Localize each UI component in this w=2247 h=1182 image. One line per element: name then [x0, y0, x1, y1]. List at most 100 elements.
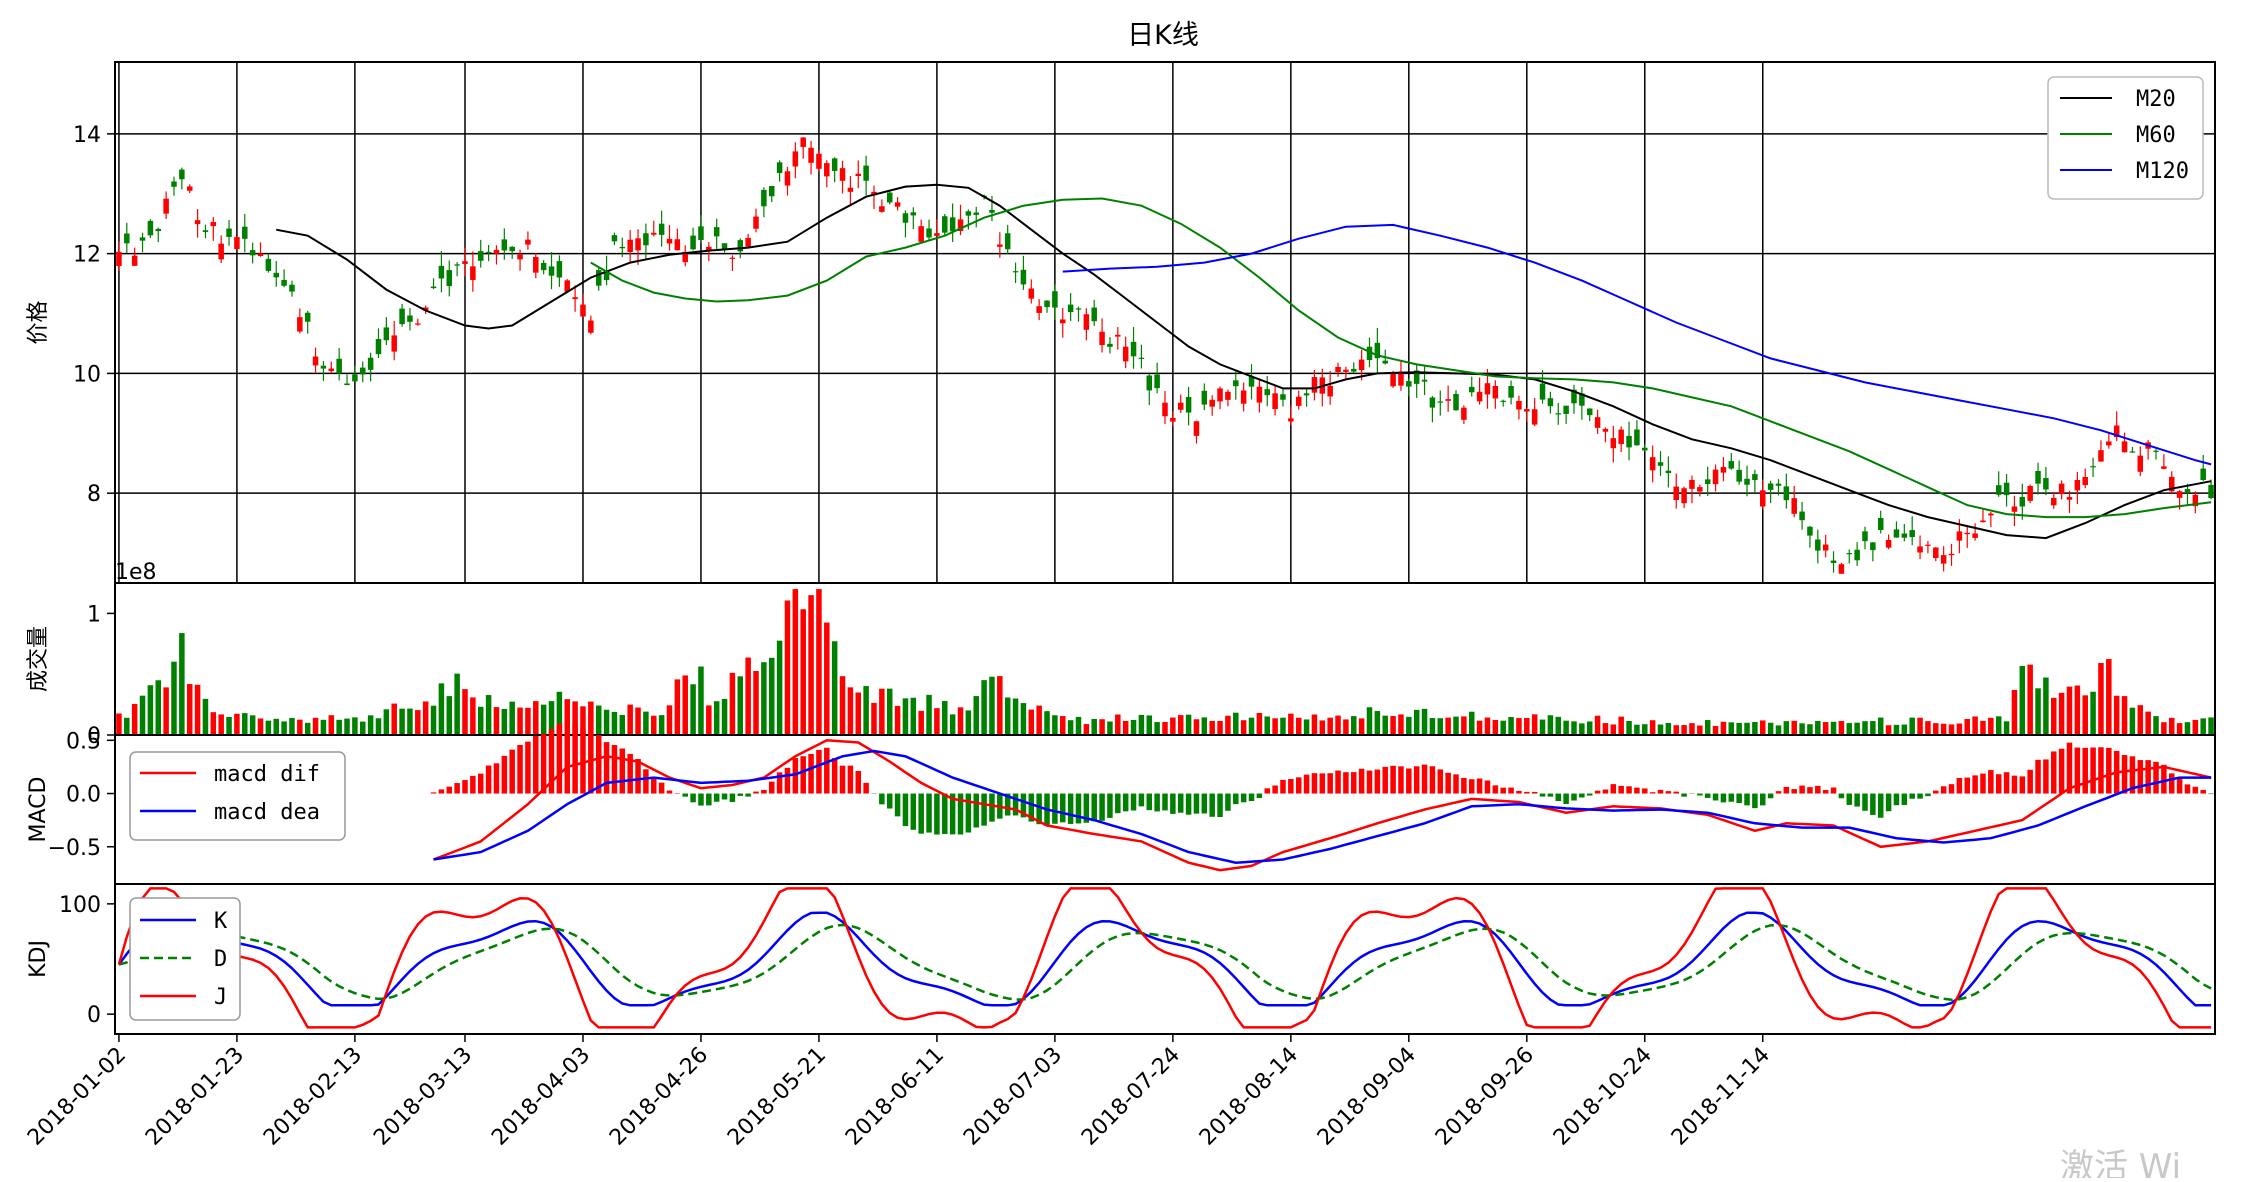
- candle-body: [1194, 421, 1200, 436]
- macd-hist-bar: [2090, 748, 2096, 794]
- candle-body: [926, 228, 932, 237]
- volume-bar: [1642, 724, 1648, 735]
- volume-bar: [1131, 720, 1137, 735]
- candle-body: [1257, 387, 1263, 403]
- candle-body: [329, 369, 335, 371]
- volume-bar: [1894, 725, 1900, 735]
- legend-label-m60: M60: [2136, 123, 2176, 148]
- macd-hist-bar: [1705, 794, 1711, 798]
- volume-bar: [1744, 723, 1750, 735]
- candle-body: [588, 320, 594, 332]
- macd-hist-bar: [1170, 794, 1176, 814]
- candle-body: [1980, 520, 1986, 522]
- volume-bar: [918, 711, 924, 735]
- macd-hist-bar: [1382, 767, 1388, 794]
- macd-hist-bar: [1917, 794, 1923, 799]
- candle-body: [1477, 392, 1483, 402]
- macd-hist-bar: [934, 794, 940, 835]
- candle-body: [879, 206, 885, 212]
- candle-body: [730, 258, 736, 259]
- macd-hist-bar: [785, 768, 791, 794]
- macd-hist-bar: [1768, 794, 1774, 799]
- chart-title: 日K线: [1127, 20, 1199, 51]
- kdj-ylabel: KDJ: [26, 940, 51, 978]
- candle-body: [895, 202, 901, 206]
- candle-body: [1917, 546, 1923, 552]
- volume-bar: [997, 676, 1003, 735]
- volume-bar: [344, 719, 350, 735]
- candle-body: [808, 148, 814, 163]
- candle-body: [690, 236, 696, 250]
- volume-bar: [2130, 708, 2136, 735]
- volume-bar: [1776, 725, 1782, 735]
- candle-body: [541, 263, 547, 270]
- price-ylabel: 价格: [26, 300, 51, 344]
- candle-body: [1469, 387, 1475, 392]
- candle-body: [1186, 397, 1192, 413]
- macd-hist-bar: [1870, 794, 1876, 815]
- x-tick-label: 2018-04-26: [605, 1043, 713, 1151]
- volume-ytick-label: 1: [87, 602, 101, 627]
- candle-body: [2082, 477, 2088, 485]
- volume-bar: [1233, 713, 1239, 735]
- candle-body: [966, 211, 972, 215]
- candle-body: [1241, 390, 1247, 403]
- volume-bar: [1123, 721, 1129, 735]
- macd-hist-bar: [1312, 773, 1318, 793]
- macd-hist-bar: [1453, 774, 1459, 793]
- volume-bar: [376, 718, 382, 735]
- x-tick-label: 2018-10-24: [1549, 1043, 1657, 1151]
- macd-hist-bar: [2067, 743, 2073, 794]
- candle-body: [525, 240, 531, 245]
- macd-hist-bar: [1123, 794, 1129, 812]
- candle-body: [973, 212, 979, 214]
- volume-bar: [1021, 703, 1027, 735]
- volume-bar: [871, 703, 877, 735]
- macd-hist-bar: [1886, 794, 1892, 812]
- candle-body: [2059, 484, 2065, 494]
- macd-hist-bar: [2161, 765, 2167, 794]
- volume-bar: [163, 687, 169, 735]
- volume-bar: [1768, 723, 1774, 735]
- volume-bar: [1626, 721, 1632, 735]
- macd-hist-bar: [1532, 792, 1538, 794]
- candle-body: [1815, 540, 1821, 551]
- candle-body: [2075, 480, 2081, 490]
- macd-hist-bar: [1500, 788, 1506, 794]
- volume-bar: [879, 689, 885, 735]
- macd-hist-bar: [1202, 794, 1208, 814]
- volume-bar: [745, 658, 751, 735]
- volume-bar: [234, 714, 240, 735]
- volume-bar: [1154, 722, 1160, 735]
- volume-bar: [627, 705, 633, 735]
- volume-bar: [1603, 723, 1609, 735]
- volume-bar: [730, 673, 736, 735]
- candle-body: [667, 239, 673, 244]
- macd-hist-bar: [1257, 794, 1263, 798]
- volume-bar: [604, 710, 610, 735]
- x-tick-label: 2018-07-24: [1077, 1043, 1185, 1151]
- volume-bar: [588, 702, 594, 735]
- volume-bar: [738, 676, 744, 735]
- volume-bar: [1729, 722, 1735, 735]
- volume-bar: [887, 689, 893, 735]
- macd-hist-bar: [2208, 794, 2214, 795]
- volume-bar: [384, 709, 390, 735]
- macd-hist-bar: [1390, 766, 1396, 794]
- macd-hist-bar: [1784, 787, 1790, 794]
- kdj-d-line: [119, 925, 2211, 1000]
- candle-body: [832, 158, 838, 171]
- volume-bar: [958, 707, 964, 735]
- candle-body: [1642, 448, 1648, 451]
- macd-hist-bar: [1736, 794, 1742, 804]
- volume-bar: [2059, 693, 2065, 735]
- macd-hist-bar: [918, 794, 924, 834]
- macd-hist-bar: [808, 754, 814, 794]
- macd-hist-bar: [651, 778, 657, 793]
- candle-body: [352, 374, 358, 381]
- candle-body: [675, 239, 681, 250]
- candle-body: [793, 151, 799, 166]
- macd-ytick-label: 0.5: [66, 729, 101, 754]
- candle-body: [1272, 393, 1278, 409]
